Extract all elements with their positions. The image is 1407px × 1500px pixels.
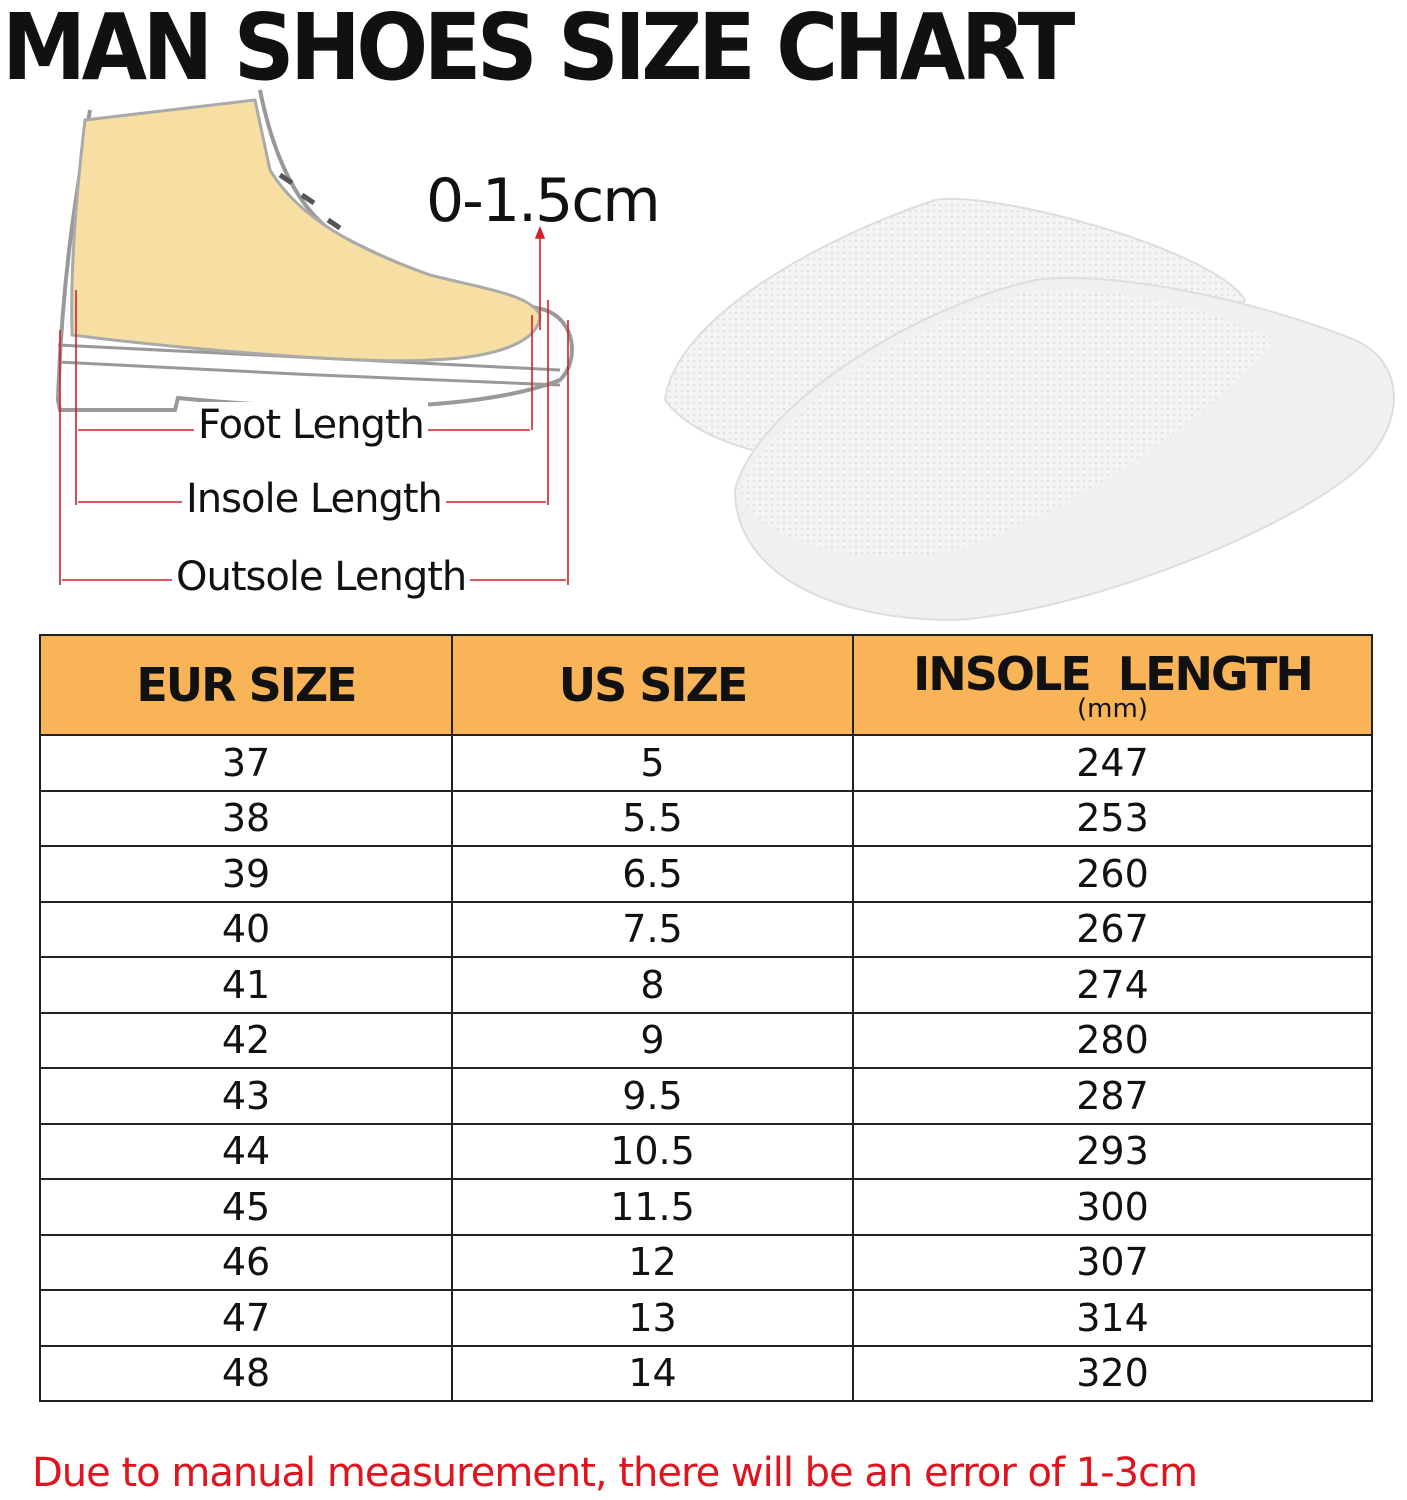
table-row: 48 14 320: [39, 1344, 1373, 1402]
cell-eur: 37: [39, 734, 453, 792]
table-row: 46 12 307: [39, 1233, 1373, 1291]
table-row: 40 7.5 267: [39, 900, 1373, 958]
cell-insole: 267: [852, 900, 1373, 958]
cell-insole: 314: [852, 1289, 1373, 1347]
cell-insole: 320: [852, 1344, 1373, 1402]
cell-eur: 39: [39, 845, 453, 903]
slipper-image: [663, 197, 1395, 622]
cell-eur: 38: [39, 789, 453, 847]
cell-eur: 43: [39, 1067, 453, 1125]
cell-eur: 41: [39, 956, 453, 1014]
table-row: 45 11.5 300: [39, 1178, 1373, 1236]
table-row: 38 5.5 253: [39, 789, 1373, 847]
cell-us: 5: [451, 734, 854, 792]
cell-eur: 45: [39, 1178, 453, 1236]
cell-us: 5.5: [451, 789, 854, 847]
table-row: 37 5 247: [39, 734, 1373, 792]
foot-shape: [70, 98, 542, 363]
header-eur-size: EUR SIZE: [39, 634, 453, 736]
table-row: 47 13 314: [39, 1289, 1373, 1347]
header-insole-unit: (mm): [1077, 694, 1148, 724]
measurement-note: Due to manual measurement, there will be…: [32, 1450, 1198, 1496]
outsole-length-label: Outsole Length: [172, 554, 471, 600]
cell-eur: 42: [39, 1011, 453, 1069]
cell-eur: 48: [39, 1344, 453, 1402]
cell-eur: 47: [39, 1289, 453, 1347]
header-insole-length-label: INSOLE LENGTH: [913, 647, 1314, 701]
table-row: 43 9.5 287: [39, 1067, 1373, 1125]
gap-label: 0-1.5cm: [426, 166, 661, 236]
table-row: 44 10.5 293: [39, 1122, 1373, 1180]
measure-lines: [59, 225, 569, 585]
cell-us: 9: [451, 1011, 854, 1069]
table-header-row: EUR SIZE US SIZE INSOLE LENGTH (mm): [39, 634, 1373, 736]
cell-insole: 260: [852, 845, 1373, 903]
table-row: 39 6.5 260: [39, 845, 1373, 903]
cell-eur: 44: [39, 1122, 453, 1180]
cell-insole: 300: [852, 1178, 1373, 1236]
page-title: MAN SHOES SIZE CHART: [2, 0, 1075, 101]
cell-us: 14: [451, 1344, 854, 1402]
cell-us: 7.5: [451, 900, 854, 958]
cell-eur: 46: [39, 1233, 453, 1291]
header-insole-length: INSOLE LENGTH (mm): [852, 634, 1373, 736]
cell-us: 6.5: [451, 845, 854, 903]
cell-eur: 40: [39, 900, 453, 958]
cell-us: 9.5: [451, 1067, 854, 1125]
cell-us: 12: [451, 1233, 854, 1291]
cell-insole: 280: [852, 1011, 1373, 1069]
cell-insole: 247: [852, 734, 1373, 792]
cell-insole: 274: [852, 956, 1373, 1014]
cell-us: 13: [451, 1289, 854, 1347]
cell-us: 10.5: [451, 1122, 854, 1180]
header-us-size: US SIZE: [451, 634, 854, 736]
cell-us: 8: [451, 956, 854, 1014]
cell-insole: 253: [852, 789, 1373, 847]
table-row: 41 8 274: [39, 956, 1373, 1014]
cell-insole: 293: [852, 1122, 1373, 1180]
cell-insole: 307: [852, 1233, 1373, 1291]
foot-measurement-diagram: [55, 89, 574, 585]
table-row: 42 9 280: [39, 1011, 1373, 1069]
foot-length-label: Foot Length: [194, 402, 428, 448]
cell-insole: 287: [852, 1067, 1373, 1125]
size-table: EUR SIZE US SIZE INSOLE LENGTH (mm) 37 5 2…: [39, 634, 1373, 1402]
insole-length-label: Insole Length: [182, 476, 446, 522]
cell-us: 11.5: [451, 1178, 854, 1236]
